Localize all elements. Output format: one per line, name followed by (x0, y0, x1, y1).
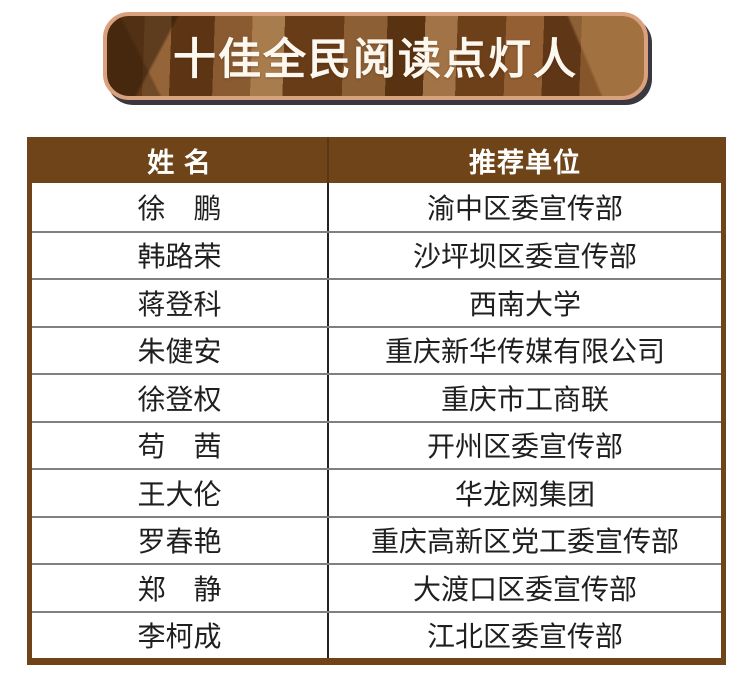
unit-cell: 重庆市工商联 (440, 384, 609, 416)
name-cell: 苟 茜 (32, 422, 329, 468)
table-row: 李柯成 江北区委宣传部 (32, 610, 721, 658)
unit-cell: 沙坪坝区委宣传部 (412, 242, 637, 274)
unit-cell: 大渡口区委宣传部 (412, 574, 637, 606)
column-header-name: 姓 名 (32, 137, 329, 183)
unit-cell: 华龙网集团 (454, 479, 595, 511)
column-header-unit: 推荐单位 (469, 147, 581, 178)
unit-cell: 重庆高新区党工委宣传部 (370, 527, 679, 559)
unit-cell: 重庆新华传媒有限公司 (384, 337, 665, 369)
name-cell: 朱健安 (32, 327, 329, 373)
unit-cell: 开州区委宣传部 (426, 432, 623, 464)
table-row: 韩路荣 沙坪坝区委宣传部 (32, 230, 721, 278)
table-row: 王大伦 华龙网集团 (32, 468, 721, 516)
title-banner: 十佳全民阅读点灯人 (103, 12, 648, 100)
table-row: 徐登权 重庆市工商联 (32, 373, 721, 421)
name-cell: 徐 鹏 (32, 183, 329, 231)
unit-cell: 渝中区委宣传部 (426, 193, 623, 225)
unit-cell: 江北区委宣传部 (426, 622, 623, 654)
name-cell: 罗春艳 (32, 517, 329, 563)
name-cell: 蒋登科 (32, 280, 329, 326)
name-cell: 韩路荣 (32, 232, 329, 278)
table-header-row: 姓 名 推荐单位 (32, 137, 721, 183)
table-row: 蒋登科 西南大学 (32, 278, 721, 326)
page-title: 十佳全民阅读点灯人 (173, 36, 578, 84)
table-row: 罗春艳 重庆高新区党工委宣传部 (32, 515, 721, 563)
name-cell: 徐登权 (32, 375, 329, 421)
table-body: 徐 鹏 渝中区委宣传部 韩路荣 沙坪坝区委宣传部 蒋登科 西南大学 朱健安 重庆… (32, 183, 721, 658)
name-cell: 郑 静 (32, 565, 329, 611)
name-cell: 李柯成 (32, 612, 329, 658)
table-row: 郑 静 大渡口区委宣传部 (32, 563, 721, 611)
table-row: 苟 茜 开州区委宣传部 (32, 420, 721, 468)
name-cell: 王大伦 (32, 470, 329, 516)
award-table: 姓 名 推荐单位 徐 鹏 渝中区委宣传部 韩路荣 沙坪坝区委宣传部 蒋登科 西南… (27, 137, 726, 665)
table-row: 徐 鹏 渝中区委宣传部 (32, 183, 721, 231)
table-row: 朱健安 重庆新华传媒有限公司 (32, 325, 721, 373)
unit-cell: 西南大学 (468, 289, 581, 321)
